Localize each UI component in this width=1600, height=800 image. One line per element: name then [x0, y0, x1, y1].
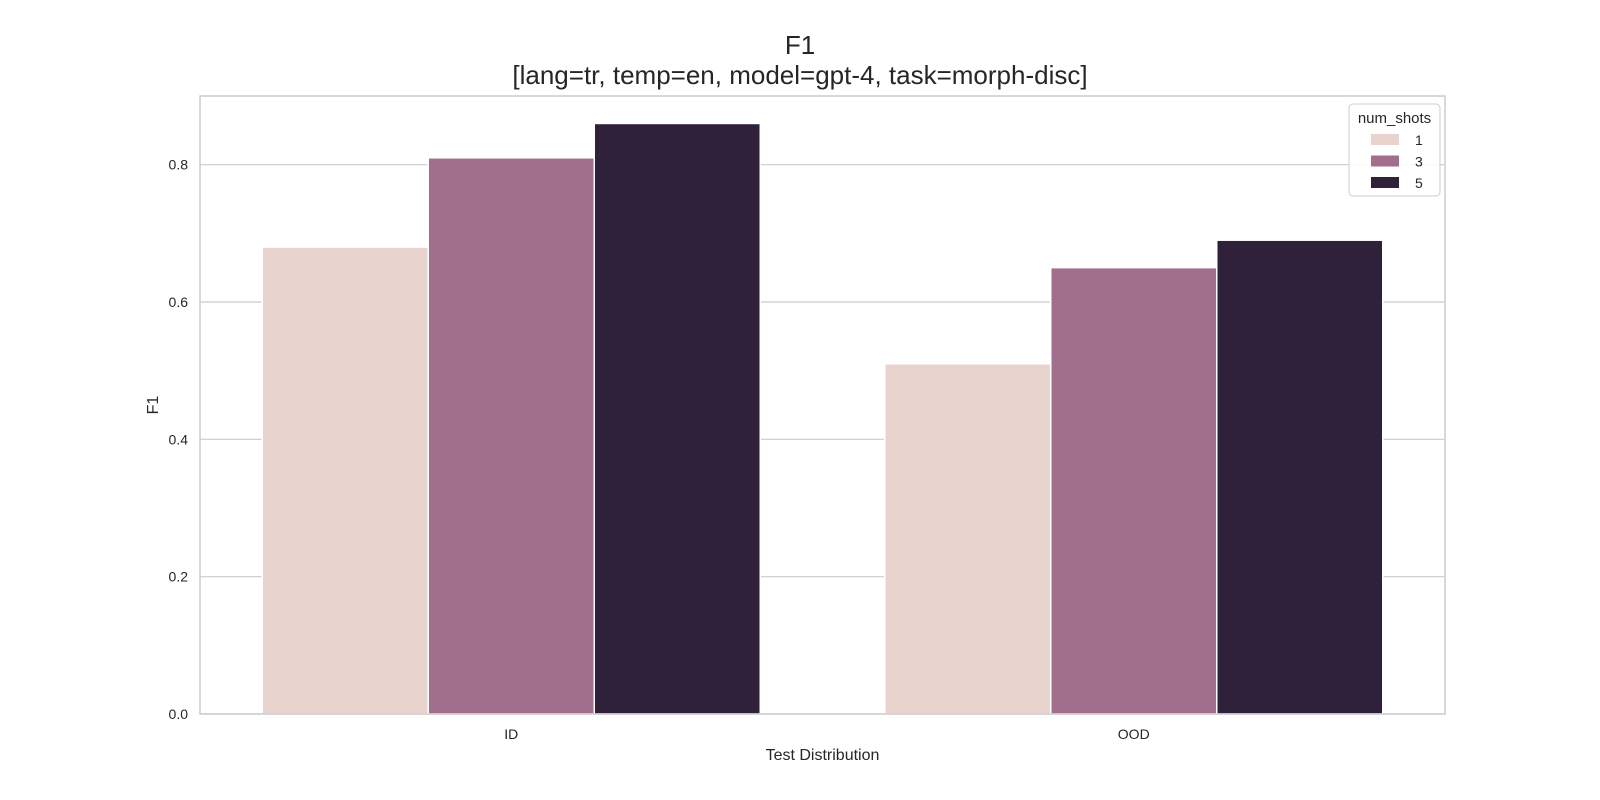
bar-ood-shots-5 — [1216, 239, 1384, 715]
bar-id-shots-1 — [261, 246, 429, 715]
x-axis-label: Test Distribution — [766, 747, 880, 764]
x-tick-label: ID — [504, 726, 518, 742]
x-tick-label: OOD — [1118, 726, 1150, 742]
y-axis-label: F1 — [145, 396, 162, 415]
legend: num_shots 1 3 5 — [1348, 103, 1441, 197]
bar-id-shots-3 — [427, 157, 595, 715]
bars — [261, 122, 1384, 715]
y-tick-labels: 0.0 0.2 0.4 0.6 0.8 — [169, 157, 189, 722]
y-tick-label: 0.0 — [169, 706, 189, 722]
legend-box — [1348, 103, 1441, 197]
bar-ood-shots-3 — [1050, 266, 1218, 715]
bar-id-shots-5 — [593, 122, 761, 715]
bar-ood-shots-1 — [884, 363, 1052, 715]
x-tick-labels: ID OOD — [504, 726, 1149, 742]
y-tick-label: 0.2 — [169, 569, 189, 585]
legend-label-5: 5 — [1415, 175, 1423, 191]
legend-label-3: 3 — [1415, 154, 1423, 170]
chart-subtitle: [lang=tr, temp=en, model=gpt-4, task=mor… — [512, 60, 1088, 90]
y-tick-label: 0.4 — [169, 431, 189, 447]
chart-title: F1 — [784, 30, 816, 60]
legend-title: num_shots — [1358, 110, 1431, 127]
legend-swatch-3 — [1371, 155, 1399, 167]
legend-label-1: 1 — [1415, 132, 1423, 148]
legend-swatch-1 — [1371, 134, 1399, 145]
chart-title-block: F1 [lang=tr, temp=en, model=gpt-4, task=… — [0, 30, 1600, 90]
legend-swatch-5 — [1371, 177, 1399, 188]
plot-frame — [199, 95, 1446, 715]
y-tick-label: 0.8 — [169, 157, 189, 173]
y-tick-label: 0.6 — [169, 294, 189, 310]
